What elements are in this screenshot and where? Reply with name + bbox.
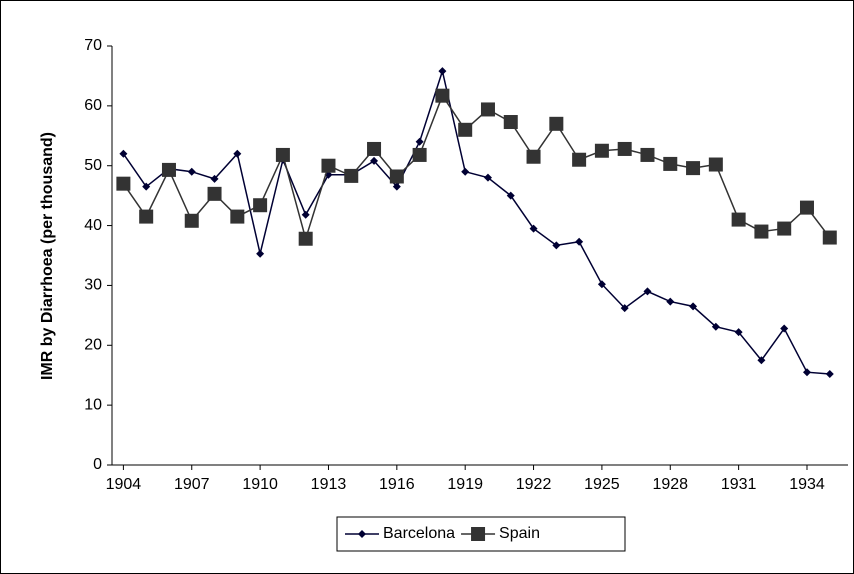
marker-square [184,213,199,228]
legend-label: Barcelona [383,525,455,542]
marker-square [230,209,245,224]
x-tick-label: 1934 [789,476,825,493]
marker-diamond [620,304,629,313]
marker-diamond [552,241,561,250]
x-tick-label: 1928 [652,476,688,493]
marker-square [298,231,313,246]
marker-diamond [689,302,698,311]
legend-label: Spain [499,525,540,542]
marker-diamond [825,370,834,379]
marker-diamond [119,149,128,158]
marker-square [321,158,336,173]
y-tick-label: 20 [84,337,102,354]
y-tick-label: 40 [84,217,102,234]
marker-diamond [780,324,789,333]
x-tick-label: 1919 [447,476,483,493]
marker-square [822,230,837,245]
marker-square [777,221,792,236]
marker-diamond [256,249,265,258]
marker-square [253,198,268,213]
marker-square [344,168,359,183]
marker-diamond [529,224,538,233]
marker-square [799,200,814,215]
marker-square [412,147,427,162]
marker-diamond [506,191,515,200]
marker-square [503,115,518,130]
legend-marker [358,530,366,538]
legend-marker [471,527,486,541]
marker-square [686,161,701,176]
marker-square [116,176,131,191]
x-tick-label: 1925 [584,476,620,493]
marker-square [139,209,154,224]
marker-square [594,143,609,158]
y-tick-label: 30 [84,277,102,294]
marker-square [526,149,541,164]
marker-square [207,186,222,201]
y-axis-label: IMR by Diarrhoea (per thousand) [39,132,56,380]
marker-diamond [142,182,151,191]
marker-diamond [233,149,242,158]
y-tick-label: 60 [84,97,102,114]
x-tick-label: 1907 [174,476,210,493]
marker-square [640,147,655,162]
y-tick-label: 50 [84,157,102,174]
marker-square [480,102,495,117]
marker-diamond [666,297,675,306]
marker-diamond [370,156,379,165]
series-line [122,68,830,375]
marker-square [754,224,769,239]
marker-square [389,169,404,184]
x-tick-label: 1916 [379,476,415,493]
x-tick-label: 1913 [311,476,347,493]
marker-square [458,122,473,137]
marker-diamond [483,173,492,182]
marker-square [731,212,746,227]
marker-diamond [438,67,447,76]
marker-diamond [734,328,743,337]
y-tick-label: 70 [84,37,102,54]
marker-diamond [711,322,720,331]
marker-diamond [643,287,652,296]
marker-diamond [210,174,219,183]
x-tick-label: 1931 [721,476,757,493]
marker-diamond [575,237,584,246]
marker-diamond [392,182,401,191]
x-tick-label: 1910 [242,476,278,493]
marker-diamond [461,167,470,176]
marker-square [663,156,678,171]
marker-diamond [757,356,766,365]
y-tick-label: 0 [93,456,102,473]
marker-diamond [802,368,811,377]
marker-square [572,152,587,167]
marker-square [275,147,290,162]
marker-diamond [597,280,606,289]
marker-square [161,162,176,177]
marker-square [435,88,450,103]
x-tick-label: 1922 [516,476,552,493]
marker-square [549,116,564,131]
y-tick-label: 10 [84,396,102,413]
marker-square [617,141,632,156]
marker-diamond [187,167,196,176]
x-tick-label: 1904 [106,476,142,493]
marker-square [367,141,382,156]
marker-square [708,157,723,172]
marker-diamond [301,210,310,219]
marker-diamond [415,137,424,146]
